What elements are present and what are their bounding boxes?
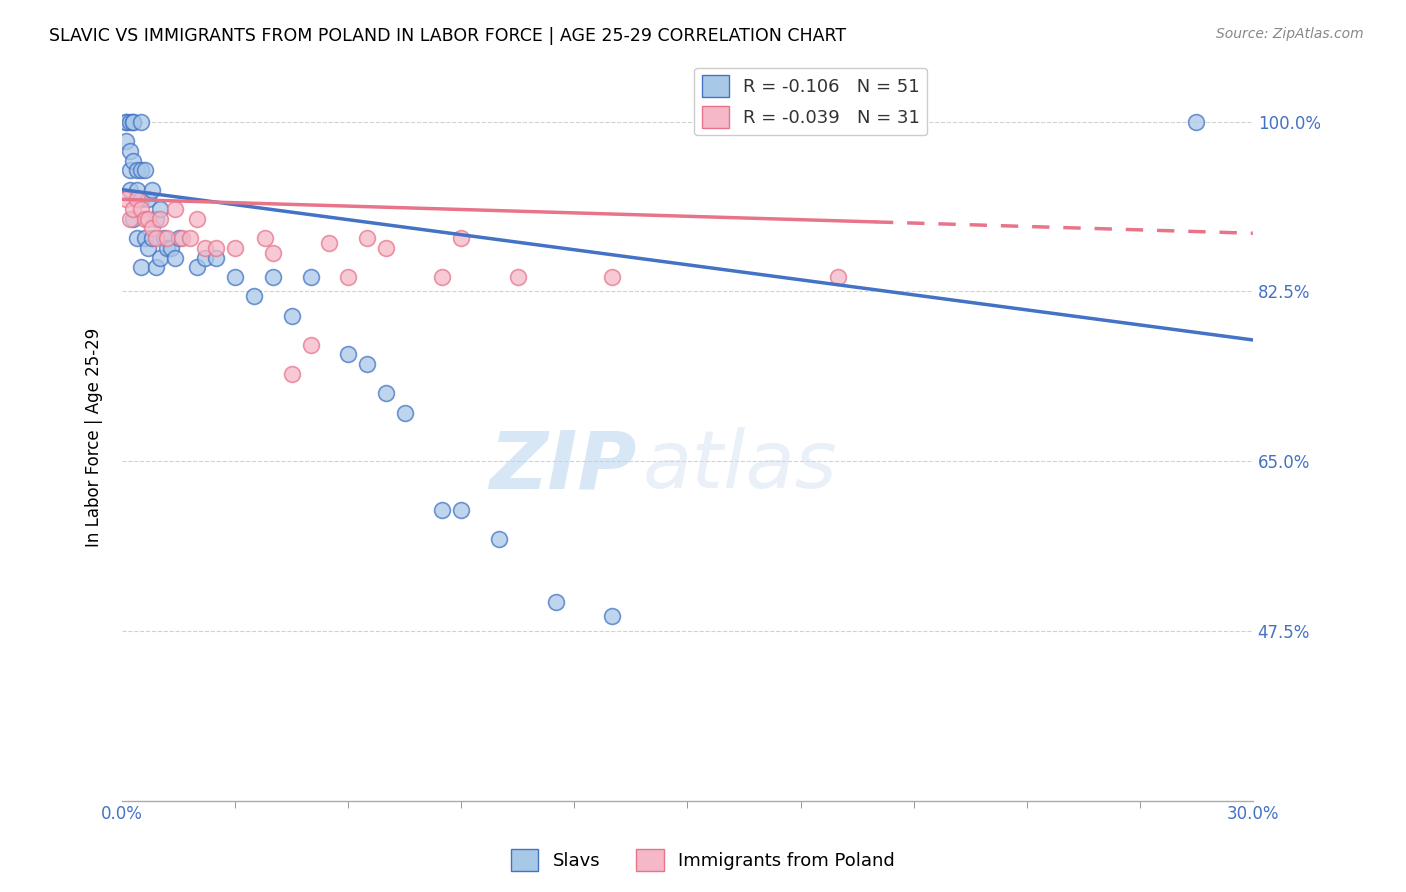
Point bbox=[118, 163, 141, 178]
Point bbox=[141, 231, 163, 245]
Point bbox=[254, 231, 277, 245]
Point bbox=[337, 347, 360, 361]
Point bbox=[432, 269, 454, 284]
Legend: R = -0.106   N = 51, R = -0.039   N = 31: R = -0.106 N = 51, R = -0.039 N = 31 bbox=[695, 68, 927, 136]
Point bbox=[827, 269, 849, 284]
Point bbox=[118, 183, 141, 197]
Point bbox=[280, 309, 302, 323]
Point bbox=[356, 231, 378, 245]
Point bbox=[122, 153, 145, 168]
Point bbox=[122, 211, 145, 226]
Text: atlas: atlas bbox=[643, 427, 837, 505]
Text: ZIP: ZIP bbox=[489, 427, 637, 505]
Point bbox=[432, 502, 454, 516]
Point bbox=[127, 183, 149, 197]
Point bbox=[194, 241, 217, 255]
Point bbox=[179, 231, 201, 245]
Point bbox=[118, 211, 141, 226]
Point bbox=[394, 406, 416, 420]
Point bbox=[138, 211, 160, 226]
Legend: Slavs, Immigrants from Poland: Slavs, Immigrants from Poland bbox=[503, 842, 903, 879]
Point bbox=[114, 134, 136, 148]
Point bbox=[149, 251, 172, 265]
Point bbox=[122, 114, 145, 128]
Point bbox=[262, 245, 284, 260]
Point bbox=[205, 241, 228, 255]
Point bbox=[224, 241, 246, 255]
Point bbox=[156, 241, 179, 255]
Point bbox=[129, 114, 152, 128]
Point bbox=[141, 221, 163, 235]
Point bbox=[114, 114, 136, 128]
Point bbox=[122, 114, 145, 128]
Point bbox=[122, 202, 145, 216]
Point bbox=[299, 269, 322, 284]
Y-axis label: In Labor Force | Age 25-29: In Labor Force | Age 25-29 bbox=[86, 327, 103, 547]
Point bbox=[118, 144, 141, 158]
Point bbox=[600, 269, 623, 284]
Text: SLAVIC VS IMMIGRANTS FROM POLAND IN LABOR FORCE | AGE 25-29 CORRELATION CHART: SLAVIC VS IMMIGRANTS FROM POLAND IN LABO… bbox=[49, 27, 846, 45]
Point bbox=[374, 386, 396, 401]
Point bbox=[129, 163, 152, 178]
Point bbox=[280, 367, 302, 381]
Point bbox=[138, 192, 160, 206]
Point bbox=[145, 260, 167, 275]
Point bbox=[172, 231, 194, 245]
Point bbox=[544, 595, 567, 609]
Point bbox=[145, 211, 167, 226]
Text: Source: ZipAtlas.com: Source: ZipAtlas.com bbox=[1216, 27, 1364, 41]
Point bbox=[134, 211, 156, 226]
Point bbox=[156, 231, 179, 245]
Point bbox=[356, 357, 378, 371]
Point bbox=[149, 202, 172, 216]
Point bbox=[243, 289, 266, 303]
Point bbox=[262, 269, 284, 284]
Point bbox=[149, 211, 172, 226]
Point bbox=[129, 202, 152, 216]
Point bbox=[374, 241, 396, 255]
Point bbox=[337, 269, 360, 284]
Point bbox=[450, 502, 472, 516]
Point bbox=[138, 241, 160, 255]
Point bbox=[186, 211, 208, 226]
Point bbox=[600, 609, 623, 624]
Point bbox=[224, 269, 246, 284]
Point bbox=[114, 192, 136, 206]
Point bbox=[318, 235, 340, 250]
Point bbox=[186, 260, 208, 275]
Point bbox=[134, 231, 156, 245]
Point bbox=[152, 231, 174, 245]
Point bbox=[506, 269, 529, 284]
Point bbox=[163, 202, 186, 216]
Point bbox=[127, 192, 149, 206]
Point bbox=[167, 231, 190, 245]
Point bbox=[1185, 114, 1208, 128]
Point bbox=[145, 231, 167, 245]
Point bbox=[163, 251, 186, 265]
Point bbox=[127, 231, 149, 245]
Point bbox=[114, 114, 136, 128]
Point bbox=[141, 183, 163, 197]
Point bbox=[299, 338, 322, 352]
Point bbox=[129, 192, 152, 206]
Point bbox=[160, 241, 183, 255]
Point bbox=[129, 260, 152, 275]
Point bbox=[450, 231, 472, 245]
Point bbox=[488, 532, 510, 546]
Point bbox=[205, 251, 228, 265]
Point bbox=[118, 114, 141, 128]
Point bbox=[134, 163, 156, 178]
Point bbox=[127, 163, 149, 178]
Point bbox=[194, 251, 217, 265]
